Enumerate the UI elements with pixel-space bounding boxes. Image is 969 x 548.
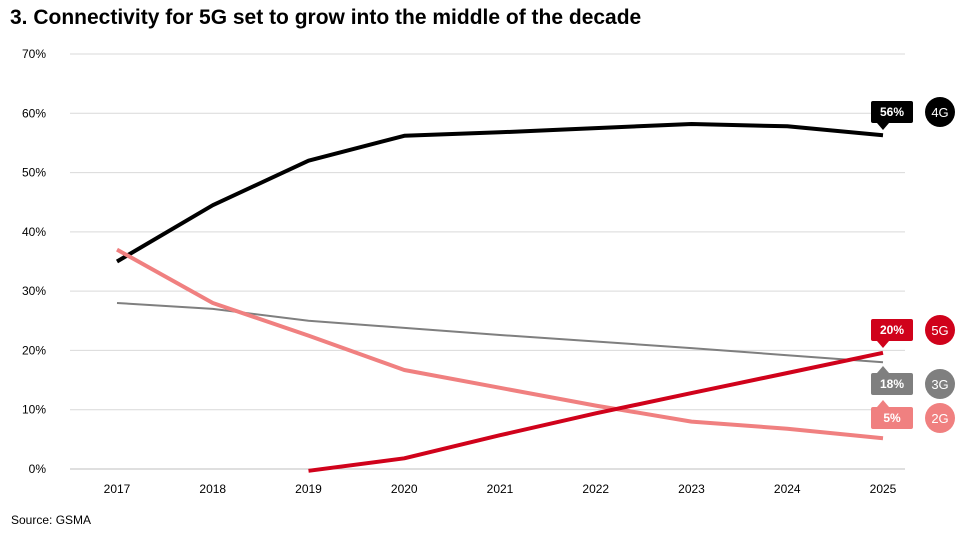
y-tick-label: 50% (22, 166, 46, 180)
series-badge (925, 315, 955, 345)
series-lines (115, 122, 884, 473)
value-callout-text: 5% (883, 411, 901, 425)
value-callout-box (871, 319, 913, 341)
x-tick-label: 2025 (870, 482, 897, 496)
series-badge (925, 369, 955, 399)
end-label-2g: 5% 2G (871, 400, 955, 433)
y-tick-label: 70% (22, 47, 46, 61)
x-tick-label: 2021 (487, 482, 514, 496)
y-tick-label: 10% (22, 403, 46, 417)
value-callout-text: 20% (880, 323, 904, 337)
gridlines (70, 53, 905, 470)
value-callout-box (871, 407, 913, 429)
end-label-3g: 18% 3G (871, 366, 955, 399)
value-callout-text: 18% (880, 377, 904, 391)
source-note: Source: GSMA (11, 513, 92, 527)
y-tick-label: 40% (22, 225, 46, 239)
series-badge-text: 5G (931, 323, 948, 338)
end-label-4g: 56% 4G (871, 97, 955, 130)
y-tick-label: 60% (22, 106, 46, 120)
callout-pointer (877, 400, 889, 407)
callout-pointer (877, 366, 889, 373)
y-axis-ticks: 0% 10% 20% 30% 40% 50% 60% 70% (22, 47, 46, 476)
value-callout-text: 56% (880, 105, 904, 119)
chart-title: 3. Connectivity for 5G set to grow into … (10, 6, 642, 29)
end-label-5g: 20% 5G (871, 315, 955, 348)
x-tick-label: 2024 (774, 482, 801, 496)
series-badge (925, 97, 955, 127)
x-tick-label: 2020 (391, 482, 418, 496)
callout-pointer (877, 123, 889, 130)
x-tick-label: 2022 (582, 482, 609, 496)
value-callout-box (871, 101, 913, 123)
y-tick-label: 30% (22, 284, 46, 298)
callout-pointer (877, 341, 889, 348)
series-badge-text: 3G (931, 377, 948, 392)
end-labels: 56% 4G 18% 3G 5% 2G 20% 5G (871, 97, 955, 433)
series-line-5g (308, 350, 884, 473)
series-badge-text: 4G (931, 105, 948, 120)
x-tick-label: 2023 (678, 482, 705, 496)
x-tick-label: 2018 (199, 482, 226, 496)
x-tick-label: 2019 (295, 482, 322, 496)
x-axis-ticks: 2017 2018 2019 2020 2021 2022 2023 2024 2025 (104, 482, 897, 496)
y-tick-label: 0% (29, 462, 47, 476)
y-tick-label: 20% (22, 343, 46, 357)
series-badge (925, 403, 955, 433)
x-tick-label: 2017 (104, 482, 131, 496)
series-badge-text: 2G (931, 411, 948, 426)
value-callout-box (871, 373, 913, 395)
series-line-4g (115, 122, 884, 264)
series-line-2g (116, 247, 884, 441)
series-line-3g (116, 302, 884, 364)
